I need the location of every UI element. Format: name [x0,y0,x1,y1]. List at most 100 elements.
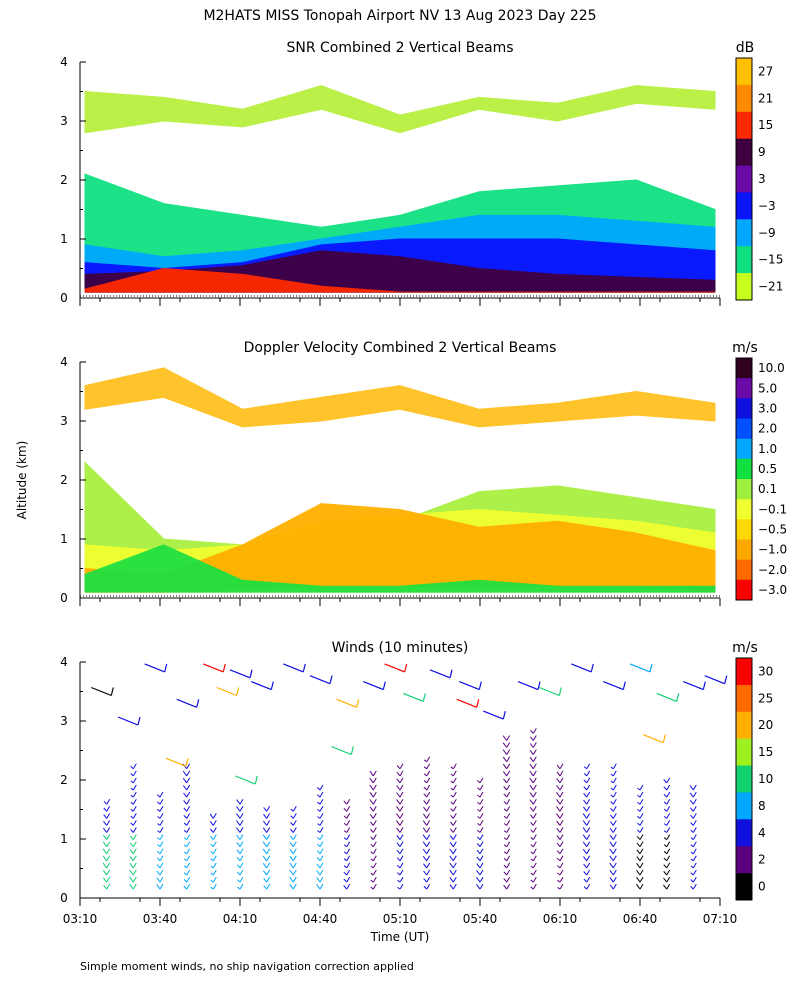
wind-barb-shaft [343,837,347,841]
wind-barb-flag [159,834,164,840]
wind-barb-shaft [316,863,321,869]
wind-barb-shaft [263,877,268,883]
wind-barb-shaft [557,872,561,876]
wind-barb-shaft [476,877,481,883]
snr-colorbar-swatch [736,273,752,301]
wind-barb-flag [292,820,297,826]
wind-barb-flag [692,806,697,812]
wind-barb-shaft [262,841,268,847]
wind-barb-shaft [423,806,428,812]
wind-barb-shaft [636,836,641,840]
wind-barb-flag [639,855,644,862]
wind-barb-flag [399,869,404,876]
panel-snr-plot: 0 1 2 3 4 [60,55,721,306]
wind-barb-shaft [183,807,188,812]
wind-barb-shaft [503,793,508,798]
doppler-colorbar-label: 3.0 [758,401,777,415]
wind-barb-flag [639,848,644,855]
wind-barb-shaft [129,849,134,855]
doppler-colorbar-label: −1.0 [758,543,787,557]
winds-colorbar-label: 0 [758,880,766,894]
wind-barb-upper [603,681,624,691]
snr-y-tick-label: 0 [60,291,68,305]
snr-layer-peak-snr [84,268,716,293]
wind-barb-shaft [476,884,481,890]
wind-barb-shaft [529,806,534,812]
panel-snr-units: dB [736,40,755,56]
panel-snr-title: SNR Combined 2 Vertical Beams [286,40,513,56]
wind-barb-shaft [530,872,534,876]
wind-barb-flag [399,883,404,890]
wind-barb-shaft [343,851,347,855]
snr-colorbar-frame [735,57,753,301]
wind-barb-flag [106,820,111,826]
wind-barb-shaft [317,823,321,826]
wind-barb-flag [106,862,111,869]
doppler-y-tick-label: 0 [60,591,68,605]
winds-colorbar-label: 20 [758,718,773,732]
wind-barb-flag [452,848,457,855]
wind-barb-shaft [450,801,454,805]
wind-barb-shaft [477,794,481,798]
wind-barb-shaft [236,842,241,847]
wind-barb-shaft [476,870,481,876]
wind-barb-shaft [503,808,508,812]
wind-barb-upper-flag [137,716,141,726]
wind-barb-shaft [102,862,108,869]
wind-barb-shaft [236,864,241,869]
wind-barb-shaft [236,856,241,862]
wind-barb-shaft [663,837,667,841]
wind-barb-shaft [209,820,214,826]
wind-barb-shaft [423,885,428,890]
wind-barb-flag [452,777,457,784]
wind-barb-flag [132,791,137,798]
wind-barb-shaft [397,886,401,890]
wind-barb-upper-flag [649,663,653,673]
wind-barb-upper [429,669,451,679]
wind-barb-shaft [476,849,481,855]
wind-barb-shaft [343,807,348,812]
wind-barb-flag [159,876,164,883]
wind-barb-shaft [156,884,161,890]
wind-barb-shaft [583,886,588,890]
panel-doppler-title: Doppler Velocity Combined 2 Vertical Bea… [244,340,557,356]
wind-barb-shaft [556,827,561,833]
wind-barb-flag [479,841,484,847]
wind-barb-shaft [129,862,134,869]
wind-barb-flag [319,862,324,869]
doppler-colorbar-label: −0.5 [758,522,787,536]
wind-barb-shaft [263,813,268,819]
wind-barb-shaft [397,872,401,876]
wind-barb-flag [319,876,324,883]
wind-barb-flag [452,820,457,826]
wind-barb-flag [559,777,564,784]
wind-barb-flag [426,777,431,784]
wind-barb-shaft [369,821,374,826]
wind-barb-flag [159,813,164,819]
wind-barb-flag [212,813,217,819]
wind-barb-shaft [449,884,454,890]
wind-barb-shaft [423,786,428,791]
wind-barb-flag [532,742,537,748]
wind-barb-shaft [557,865,561,869]
wind-barb-flag [612,784,617,791]
wind-barb-flag [426,813,431,819]
wind-barb-shaft [556,785,561,791]
wind-barb-flag [186,806,191,812]
wind-barb-flag [346,798,351,805]
wind-barb-shaft [129,869,134,876]
wind-barb-shaft [156,877,161,883]
wind-barb-shaft [423,878,428,883]
wind-barb-shaft [316,850,321,855]
wind-barb-shaft [157,816,161,819]
winds-x-tick-label: 03:10 [63,912,98,926]
wind-barb-flag [239,848,244,855]
wind-barb-shaft [530,814,534,819]
wind-barb-shaft [663,870,668,876]
wind-barb-flag [506,883,511,890]
wind-barb-shaft [637,801,641,805]
wind-barb-flag [559,855,564,862]
wind-barb-shaft [289,835,294,840]
wind-barb-shaft [396,849,401,855]
wind-barb-shaft [183,872,188,876]
